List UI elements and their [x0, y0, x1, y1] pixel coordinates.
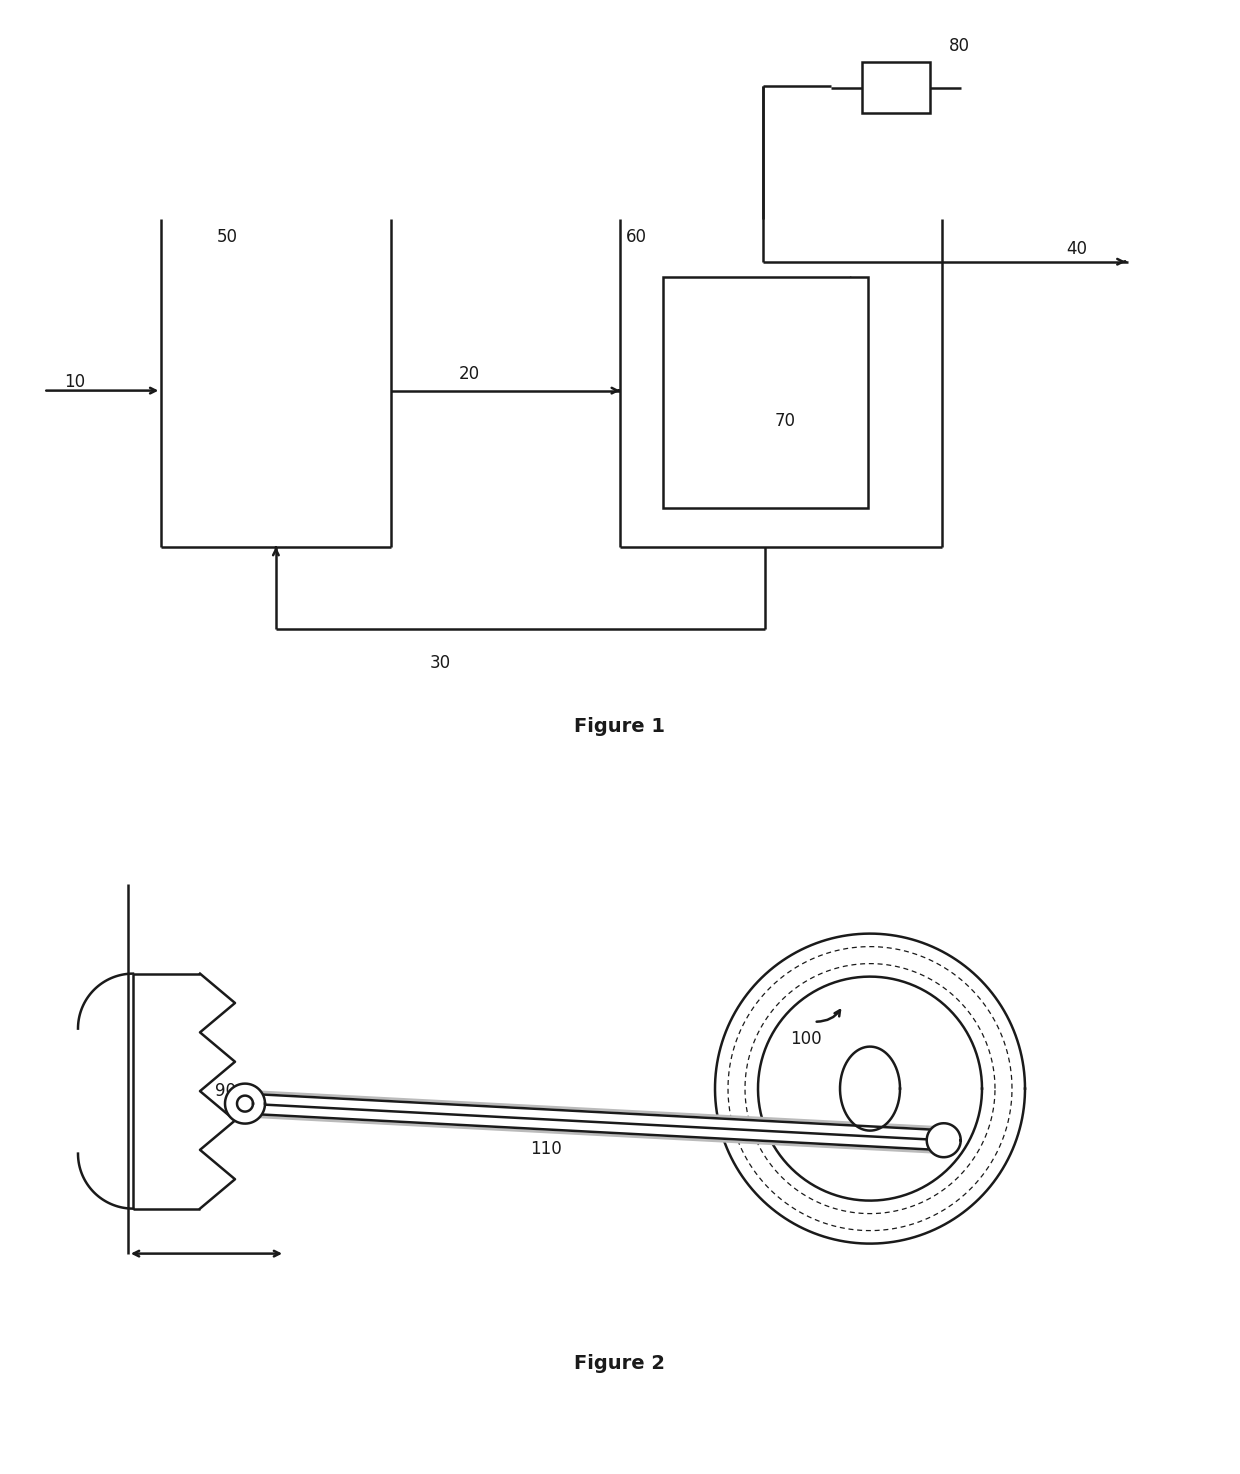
Bar: [862, 62, 930, 113]
Text: 60: 60: [626, 228, 647, 246]
Text: 40: 40: [1066, 240, 1087, 258]
Text: 30: 30: [429, 654, 451, 672]
Text: 70: 70: [775, 411, 796, 430]
Text: 100: 100: [790, 1030, 822, 1048]
Polygon shape: [926, 1123, 961, 1157]
Text: Figure 2: Figure 2: [574, 1355, 666, 1374]
Polygon shape: [224, 1083, 265, 1123]
Text: 20: 20: [459, 366, 480, 383]
Polygon shape: [839, 1047, 900, 1131]
Bar: [663, 277, 868, 509]
Text: 110: 110: [529, 1139, 562, 1157]
Text: 10: 10: [64, 373, 86, 391]
Text: 90: 90: [215, 1082, 236, 1100]
Text: 80: 80: [949, 37, 970, 55]
Text: 50: 50: [217, 228, 238, 246]
Polygon shape: [237, 1095, 253, 1111]
Text: Figure 1: Figure 1: [574, 716, 666, 736]
